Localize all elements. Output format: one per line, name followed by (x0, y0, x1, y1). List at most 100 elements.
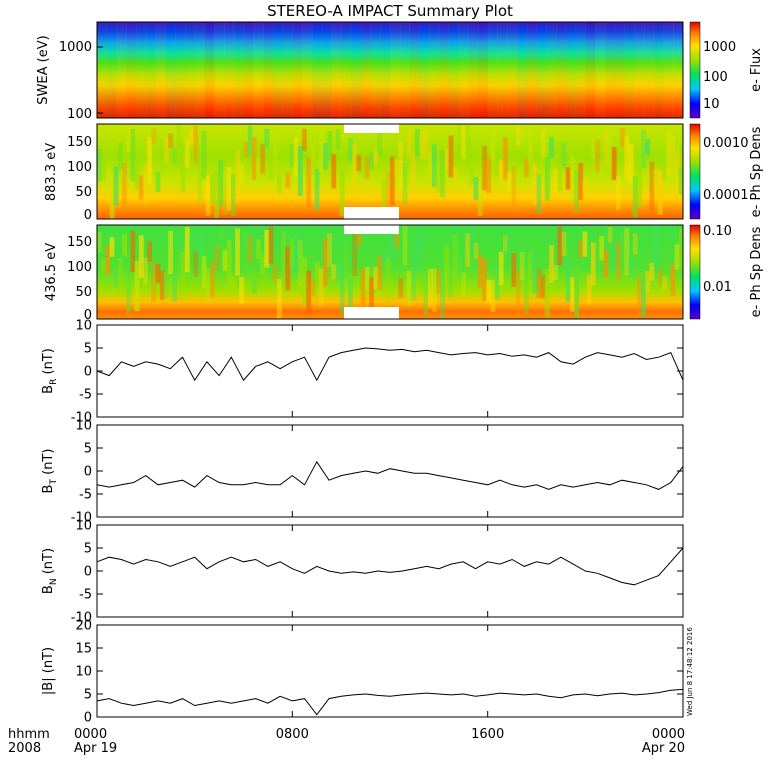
spectrogram-texture-cell (101, 149, 106, 181)
spectrogram-texture-cell (540, 275, 546, 299)
spectrogram-texture-cell (253, 22, 264, 118)
spectrogram-texture-cell (321, 22, 332, 118)
spectrogram-texture-cell (634, 22, 645, 118)
spectrogram-texture-cell (210, 263, 215, 298)
spectrogram-texture-cell (243, 141, 249, 157)
spectrogram-texture-cell (498, 251, 504, 286)
spectrogram-texture-cell (482, 258, 487, 302)
spectrogram-texture-cell (168, 133, 173, 148)
spectrogram-texture-cell (109, 237, 115, 257)
pad436-ytick-50: 50 (75, 285, 92, 300)
pad436-cbar-tick-001: 0.01 (703, 280, 732, 295)
spectrogram-texture-cell (180, 143, 186, 193)
spectrogram-texture-cell (477, 175, 483, 217)
spectrogram-texture-cell (281, 146, 286, 162)
panel-frame (96, 424, 684, 518)
spectrogram-texture-cell (339, 265, 345, 314)
spectrogram-texture-cell (106, 22, 118, 118)
y-tick-label: -10 (71, 611, 92, 626)
spectrogram-texture-cell (281, 230, 286, 280)
spectrogram-texture-cell (641, 129, 646, 168)
spectrogram-texture-cell (604, 22, 616, 118)
magnetic-field-panels: 10 5 0 -5 -10 BR (nT) 10 5 0 -5 -10 BT (nT) 10 5 0 -5 -1… (41, 319, 684, 726)
spectrogram-texture-cell (293, 232, 299, 276)
spectrogram-texture-cell (193, 251, 199, 277)
spectrogram-texture-cell (503, 235, 508, 252)
spectrogram-texture-cell (477, 22, 489, 118)
spectrogram-texture-cell (448, 22, 459, 118)
spectrogram-texture-cell (297, 239, 303, 287)
spectrogram-texture-cell (507, 231, 512, 253)
spectrogram-texture-cell (645, 139, 651, 156)
spectrogram-texture-cell (147, 241, 152, 262)
spectrogram-texture-cell (662, 276, 667, 291)
y-tick-label: 5 (84, 342, 92, 357)
spectrogram-texture-cell (468, 22, 479, 118)
spectrogram-texture-cell (595, 139, 600, 173)
spectrogram-texture-cell (394, 159, 399, 176)
y-tick-label: 10 (75, 319, 92, 334)
spectrogram-texture-cell (637, 165, 642, 207)
swea-cbar-tick-10: 10 (703, 97, 720, 112)
spectrogram-texture-cell (477, 254, 483, 289)
spectrogram-texture-cell (168, 230, 173, 274)
pad883-ylabel: 883.3 eV (44, 143, 59, 201)
spectrogram-texture-cell (251, 279, 257, 294)
panel-frame (96, 524, 684, 618)
spectrogram-texture-cell (657, 269, 663, 286)
spectrogram-texture-cell (272, 22, 284, 118)
spectrogram-texture-cell (666, 253, 672, 278)
spectrogram-texture-cell (302, 128, 307, 152)
spectrogram-texture-cell (184, 22, 196, 118)
spectrogram-texture-cell (335, 262, 341, 285)
spectrogram-texture-cell (126, 22, 137, 118)
spectrogram-texture-cell (565, 259, 571, 302)
spectrogram-texture-cell (327, 233, 332, 267)
spectrogram-texture-cell (578, 163, 584, 200)
spectrogram-texture-cell (457, 258, 462, 275)
spectrogram-texture-cell (616, 241, 621, 280)
pad883-cbar-label: e- Ph Sp Dens (749, 126, 764, 217)
spectrogram-texture-cell (565, 167, 571, 190)
spectrogram-texture-cell (243, 230, 249, 278)
spectrogram-texture-cell (586, 274, 592, 305)
swea-ytick-1000: 1000 (59, 40, 92, 55)
panel-ylabel: BR (nT) (41, 348, 59, 394)
spectrogram-texture-cell (643, 22, 655, 118)
y-tick-label: 10 (75, 665, 92, 680)
spectrogram-texture-cell (578, 239, 584, 258)
spectrogram-texture-cell (482, 145, 487, 191)
spectrogram-texture-cell (136, 22, 147, 118)
spectrogram-texture-cell (189, 232, 194, 247)
spectrogram-texture-cell (113, 271, 119, 289)
time-tick-date-label: Apr 19 (74, 741, 117, 756)
spectrogram-texture-cell (306, 270, 312, 314)
spectrogram-texture-cell (335, 129, 341, 149)
spectrogram-texture-cell (653, 225, 659, 271)
y-tick-label: 0 (84, 711, 92, 726)
spectrogram-texture-cell (97, 149, 102, 183)
time-tick-label: 0800 (276, 727, 309, 742)
spectrogram-texture-cell (297, 145, 303, 196)
spectrogram-texture-cell (113, 166, 119, 206)
pad436-ytick-0: 0 (84, 308, 92, 323)
spectrogram-texture-cell (649, 161, 655, 211)
spectrogram-texture-cell (469, 231, 475, 252)
y-tick-label: 5 (84, 542, 92, 557)
y-tick-label: 0 (84, 465, 92, 480)
spectrogram-texture-cell (277, 175, 282, 194)
spectrogram-texture-cell (565, 22, 577, 118)
spectrogram-texture-cell (184, 139, 190, 168)
spectrogram-texture-cell (285, 172, 291, 188)
spectrogram-texture-cell (452, 234, 458, 280)
spectrogram-texture-cell (381, 245, 387, 263)
spectrogram-texture-cell (268, 226, 274, 264)
spectrogram-texture-cell (628, 257, 634, 279)
spectrogram-texture-cell (210, 174, 215, 205)
spectrogram-texture-cell (201, 255, 207, 289)
spectrogram-texture-cell (130, 129, 136, 181)
spectrogram-texture-cell (582, 180, 588, 200)
spectrogram-texture-cell (645, 271, 651, 293)
spectrogram-texture-cell (511, 166, 517, 214)
y-tick-label: 20 (75, 619, 92, 634)
